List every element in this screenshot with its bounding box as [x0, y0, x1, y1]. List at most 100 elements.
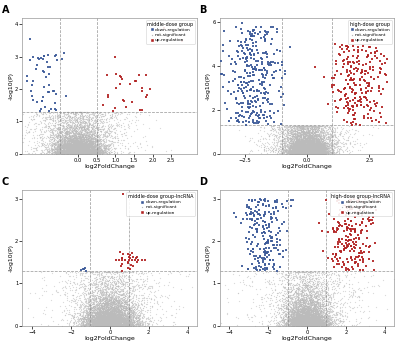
Point: [90, 148, 96, 153]
Point: [307, 147, 314, 153]
Point: [90, 150, 96, 155]
Point: [307, 312, 314, 317]
Point: [302, 148, 308, 153]
Point: [274, 217, 280, 222]
Point: [128, 311, 134, 317]
Point: [56, 146, 62, 152]
Point: [115, 315, 122, 320]
Point: [34, 138, 40, 144]
Point: [298, 146, 305, 152]
Point: [111, 316, 118, 322]
Point: [291, 128, 297, 134]
Point: [98, 128, 104, 134]
Point: [98, 321, 104, 326]
Point: [307, 146, 313, 152]
Point: [279, 297, 285, 303]
Point: [104, 269, 111, 274]
Point: [72, 147, 78, 152]
Point: [302, 145, 308, 150]
Point: [107, 313, 114, 319]
Point: [312, 303, 318, 308]
Point: [316, 269, 322, 274]
Point: [80, 316, 87, 322]
Point: [316, 147, 323, 153]
Point: [76, 313, 83, 318]
Point: [259, 256, 266, 261]
Point: [303, 316, 309, 322]
Point: [122, 312, 128, 318]
Point: [306, 149, 312, 154]
Point: [300, 124, 306, 129]
Point: [313, 306, 319, 311]
Point: [105, 322, 111, 328]
Point: [89, 147, 95, 152]
Point: [298, 144, 305, 150]
Point: [255, 98, 262, 103]
Point: [139, 292, 146, 297]
Point: [320, 144, 326, 150]
Legend: down-regulation, not-significant, up-regulation: down-regulation, not-significant, up-reg…: [348, 20, 392, 44]
Point: [266, 133, 272, 139]
Point: [118, 321, 124, 327]
Point: [250, 73, 257, 78]
Point: [314, 322, 320, 328]
Point: [72, 118, 78, 123]
Point: [335, 148, 342, 153]
Point: [109, 316, 116, 322]
Point: [293, 300, 299, 305]
Point: [120, 279, 126, 284]
Point: [114, 303, 120, 308]
Point: [108, 310, 114, 315]
Point: [293, 320, 299, 326]
Point: [317, 320, 323, 326]
Point: [320, 150, 326, 155]
Point: [62, 142, 68, 148]
Point: [112, 310, 118, 315]
Point: [306, 151, 312, 156]
Point: [296, 299, 303, 305]
Point: [117, 314, 124, 320]
Point: [84, 142, 91, 147]
Point: [248, 62, 254, 68]
Point: [121, 317, 127, 323]
Point: [115, 300, 122, 306]
Point: [67, 137, 73, 142]
Point: [106, 318, 112, 323]
Point: [66, 134, 72, 139]
Point: [308, 317, 315, 323]
Point: [79, 116, 85, 122]
Point: [324, 143, 331, 149]
Point: [127, 320, 134, 326]
Point: [310, 144, 316, 149]
Point: [124, 294, 130, 299]
Point: [78, 125, 84, 130]
Point: [310, 142, 317, 148]
Point: [330, 149, 336, 155]
Point: [124, 308, 131, 314]
Point: [274, 302, 280, 308]
Point: [311, 137, 318, 143]
Point: [321, 322, 327, 327]
Point: [297, 316, 304, 322]
Point: [298, 148, 305, 154]
Point: [104, 286, 111, 291]
Point: [62, 144, 69, 150]
Point: [302, 321, 308, 327]
Point: [128, 305, 134, 311]
Point: [88, 150, 95, 155]
Point: [66, 122, 73, 128]
Point: [310, 308, 317, 313]
Point: [276, 289, 282, 295]
Point: [102, 314, 108, 319]
Point: [77, 321, 84, 327]
Point: [12, 115, 19, 120]
Point: [33, 145, 39, 150]
Point: [302, 316, 308, 322]
Point: [317, 150, 324, 156]
Point: [117, 323, 124, 328]
Point: [294, 313, 300, 319]
Point: [305, 145, 312, 151]
Point: [113, 313, 119, 319]
Point: [124, 311, 130, 316]
Point: [317, 147, 323, 152]
